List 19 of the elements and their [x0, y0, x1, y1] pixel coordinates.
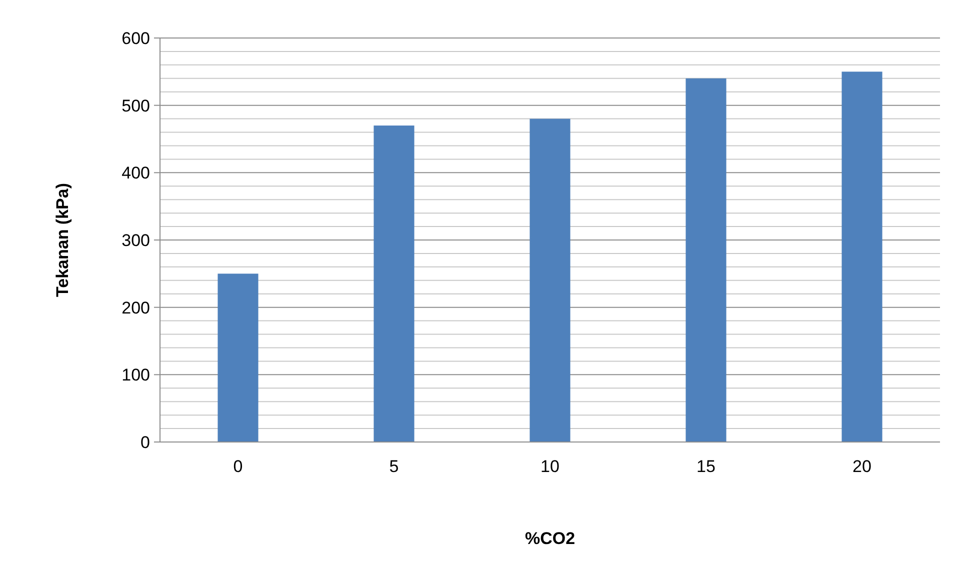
y-axis-title: Tekanan (kPa)	[53, 182, 72, 298]
y-tick-label: 400	[122, 164, 150, 183]
y-tick-label: 500	[122, 96, 150, 116]
x-tick-label: 15	[696, 457, 716, 476]
x-tick-label: 10	[540, 457, 560, 476]
y-tick-label: 200	[122, 298, 150, 318]
x-tick-label: 0	[233, 457, 243, 476]
bar	[218, 274, 258, 442]
y-tick-label: 100	[122, 366, 150, 385]
bar	[374, 126, 414, 442]
x-tick-label: 5	[389, 457, 399, 476]
bar	[686, 78, 726, 442]
bar	[842, 72, 882, 442]
y-tick-label: 0	[140, 432, 150, 452]
bar	[530, 118, 570, 442]
x-tick-label: 20	[852, 457, 872, 476]
x-axis-title: %CO2	[524, 529, 576, 548]
y-tick-label: 600	[122, 28, 150, 48]
y-tick-label: 300	[122, 230, 150, 250]
